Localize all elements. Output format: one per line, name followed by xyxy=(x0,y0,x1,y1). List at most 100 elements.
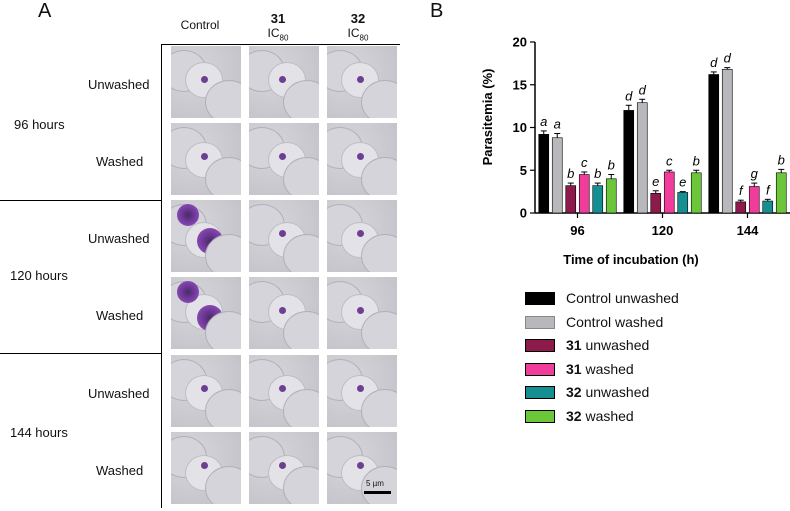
red-blood-cell xyxy=(268,294,306,330)
parasite xyxy=(357,76,364,83)
col-header-31-sub: 80 xyxy=(279,33,289,43)
x-tick-label: 96 xyxy=(570,223,584,238)
parasite xyxy=(357,385,364,392)
significance-letter: d xyxy=(625,88,633,103)
legend-text: unwashed xyxy=(581,337,650,353)
legend-swatch xyxy=(525,315,555,329)
parasite xyxy=(279,76,286,83)
micrograph-120-washed-control xyxy=(171,277,241,349)
parasite xyxy=(357,307,364,314)
bar xyxy=(690,172,702,214)
row-label-96-unwashed: Unwashed xyxy=(88,77,150,92)
red-blood-cell xyxy=(185,142,223,178)
parasite xyxy=(177,281,199,303)
group-divider-2 xyxy=(0,353,162,354)
parasite xyxy=(197,228,223,254)
col-header-control: Control xyxy=(165,18,235,33)
bar xyxy=(551,137,563,214)
legend-label: 31 unwashed xyxy=(566,337,649,353)
col-header-31-number: 31 xyxy=(270,11,286,26)
significance-letter: c xyxy=(666,153,673,168)
micrograph-144-unwashed-31 xyxy=(249,355,319,427)
red-blood-cell xyxy=(268,455,306,491)
significance-letter: b xyxy=(608,158,615,173)
legend-text: washed xyxy=(581,360,634,377)
parasite xyxy=(197,305,223,331)
significance-letter: f xyxy=(766,182,771,197)
legend-swatch xyxy=(525,339,555,352)
chart-legend: Control unwashed Control washed 31 unwashe… xyxy=(525,290,775,430)
significance-letter: d xyxy=(710,55,718,70)
micrograph-144-washed-control xyxy=(171,432,241,504)
y-axis-label: Parasitemia (%) xyxy=(480,69,495,166)
significance-letter: e xyxy=(679,175,686,190)
parasite xyxy=(279,230,286,237)
bar xyxy=(735,201,747,214)
legend-text: Control unwashed xyxy=(566,290,679,306)
micrograph-144-unwashed-control xyxy=(171,355,241,427)
legend-compound-number: 32 xyxy=(566,384,582,400)
micrograph-96-washed-control xyxy=(171,123,241,195)
x-tick-label: 120 xyxy=(652,223,674,238)
significance-letter: c xyxy=(581,155,588,170)
legend-text: Control washed xyxy=(566,313,664,330)
x-tick-label: 144 xyxy=(737,223,759,238)
red-blood-cell xyxy=(268,142,306,178)
significance-letter: b xyxy=(693,153,700,168)
col-header-32-number: 32 xyxy=(350,11,366,26)
red-blood-cell xyxy=(341,375,379,411)
time-label-144: 144 hours xyxy=(10,425,68,440)
col-header-31-label: IC xyxy=(267,25,280,40)
parasite xyxy=(201,153,208,160)
red-blood-cell xyxy=(185,455,223,491)
bar xyxy=(636,102,648,214)
parasite xyxy=(357,462,364,469)
red-blood-cell xyxy=(268,62,306,98)
significance-letter: a xyxy=(540,114,547,129)
parasite xyxy=(201,385,208,392)
micrograph-96-unwashed-31 xyxy=(249,46,319,118)
bar xyxy=(650,193,662,214)
parasitemia-bar-chart: Parasitemia (%) Time of incubation (h) 0… xyxy=(480,35,790,267)
x-axis-label: Time of incubation (h) xyxy=(563,252,699,267)
micrograph-120-unwashed-31 xyxy=(249,200,319,272)
parasite xyxy=(201,76,208,83)
panel-a-letter: A xyxy=(38,0,52,22)
row-label-144-washed: Washed xyxy=(96,463,144,478)
red-blood-cell xyxy=(268,375,306,411)
micrograph-144-unwashed-32 xyxy=(327,355,397,427)
legend-compound-number: 32 xyxy=(566,407,582,424)
red-blood-cell xyxy=(185,375,223,411)
legend-label: 31 washed xyxy=(566,361,634,377)
micrograph-120-unwashed-32 xyxy=(327,200,397,272)
significance-letter: f xyxy=(739,183,744,198)
bar xyxy=(775,172,787,214)
parasite xyxy=(357,230,364,237)
bar xyxy=(762,200,774,214)
micrograph-96-washed-32 xyxy=(327,123,397,195)
parasite xyxy=(357,153,364,160)
legend-swatch xyxy=(525,386,555,399)
parasite xyxy=(279,462,286,469)
y-tick-label: 5 xyxy=(520,163,527,178)
y-tick-label: 20 xyxy=(513,35,527,50)
significance-letter: d xyxy=(639,82,647,97)
micrograph-96-washed-31 xyxy=(249,123,319,195)
significance-letter: e xyxy=(652,174,659,189)
bar xyxy=(578,174,590,214)
significance-letter: b xyxy=(594,166,601,181)
col-header-control-label: Control xyxy=(180,18,220,32)
row-label-144-unwashed: Unwashed xyxy=(88,386,150,401)
bar xyxy=(605,178,617,214)
time-label-120: 120 hours xyxy=(10,268,68,283)
group-divider-1 xyxy=(0,200,162,201)
legend-compound-number: 31 xyxy=(566,337,582,353)
legend-swatch xyxy=(525,292,555,305)
micrograph-120-washed-32 xyxy=(327,277,397,349)
bar xyxy=(663,171,675,214)
parasite xyxy=(279,153,286,160)
legend-label: Control unwashed xyxy=(566,290,679,306)
col-header-32: 32 IC80 xyxy=(323,11,393,43)
micrograph-144-washed-31 xyxy=(249,432,319,504)
significance-letter: b xyxy=(778,152,785,167)
